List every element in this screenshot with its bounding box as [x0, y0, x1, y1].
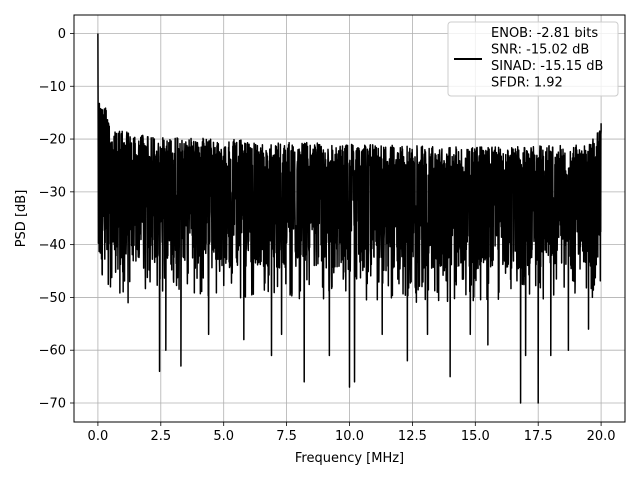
psd-series-line	[97, 33, 602, 404]
y-tick-label: −70	[39, 396, 66, 411]
x-ticks: 0.0 2.5 5.0 7.5 10.0 12.5 15.0 17.5 20.0	[88, 422, 616, 444]
x-axis-label: Frequency [MHz]	[295, 451, 404, 466]
legend-sinad: SINAD: -15.15 dB	[491, 59, 603, 74]
y-tick-label: −30	[39, 185, 66, 200]
x-tick-label: 10.0	[335, 429, 364, 444]
y-tick-label: 0	[58, 27, 66, 42]
x-tick-label: 5.0	[213, 429, 234, 444]
legend-sfdr: SFDR: 1.92	[491, 76, 563, 91]
y-tick-label: −50	[39, 291, 66, 306]
legend-snr: SNR: -15.02 dB	[491, 43, 589, 58]
x-tick-label: 15.0	[461, 429, 490, 444]
legend-enob: ENOB: -2.81 bits	[491, 26, 598, 41]
x-tick-label: 0.0	[88, 429, 109, 444]
x-tick-label: 2.5	[150, 429, 171, 444]
y-axis-label: PSD [dB]	[14, 190, 29, 248]
x-tick-label: 7.5	[276, 429, 297, 444]
legend-box	[447, 21, 619, 97]
y-ticks: 0 −10 −20 −30 −40 −50 −60 −70	[39, 27, 74, 411]
x-tick-label: 20.0	[587, 429, 616, 444]
legend: ENOB: -2.81 bits SNR: -15.02 dB SINAD: -…	[447, 21, 619, 97]
y-tick-label: −60	[39, 344, 66, 359]
y-tick-label: −40	[39, 238, 66, 253]
y-tick-label: −20	[39, 133, 66, 148]
x-tick-label: 12.5	[398, 429, 427, 444]
x-tick-label: 17.5	[524, 429, 553, 444]
data-layer	[97, 33, 602, 404]
y-tick-label: −10	[39, 80, 66, 95]
